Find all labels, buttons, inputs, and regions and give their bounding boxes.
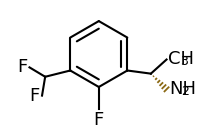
Text: F: F [94, 111, 104, 129]
Text: 3: 3 [180, 55, 188, 68]
Text: F: F [17, 58, 27, 76]
Text: NH: NH [169, 80, 196, 98]
Text: F: F [29, 87, 40, 105]
Text: 2: 2 [181, 85, 189, 98]
Text: CH: CH [168, 50, 194, 68]
